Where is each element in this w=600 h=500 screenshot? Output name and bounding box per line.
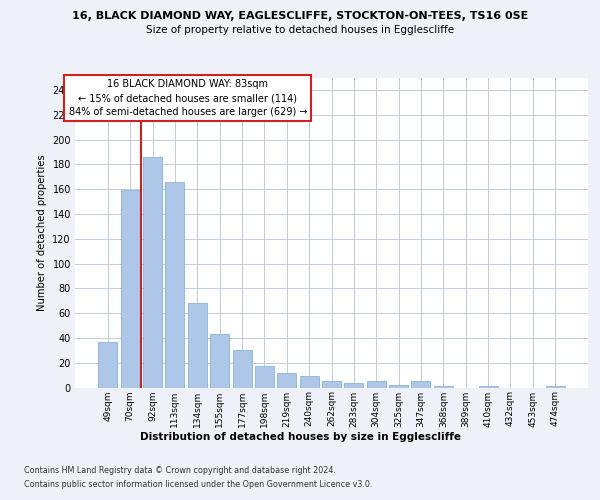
Text: Contains HM Land Registry data © Crown copyright and database right 2024.: Contains HM Land Registry data © Crown c… [24, 466, 336, 475]
Bar [434, 386, 453, 388]
Bar [98, 342, 118, 388]
Bar [545, 386, 565, 388]
Bar [367, 382, 386, 388]
Bar [322, 382, 341, 388]
Text: 16, BLACK DIAMOND WAY, EAGLESCLIFFE, STOCKTON-ON-TEES, TS16 0SE: 16, BLACK DIAMOND WAY, EAGLESCLIFFE, STO… [72, 11, 528, 21]
Text: Size of property relative to detached houses in Egglescliffe: Size of property relative to detached ho… [146, 25, 454, 35]
Bar [188, 303, 207, 388]
Bar [389, 385, 408, 388]
Bar [166, 182, 184, 388]
Bar [143, 157, 162, 388]
Bar [233, 350, 251, 388]
Bar [255, 366, 274, 388]
Bar [121, 190, 140, 388]
Text: 16 BLACK DIAMOND WAY: 83sqm
← 15% of detached houses are smaller (114)
84% of se: 16 BLACK DIAMOND WAY: 83sqm ← 15% of det… [68, 79, 307, 117]
Bar [412, 382, 430, 388]
Bar [344, 382, 364, 388]
Text: Distribution of detached houses by size in Egglescliffe: Distribution of detached houses by size … [139, 432, 461, 442]
Bar [210, 334, 229, 388]
Bar [299, 376, 319, 388]
Text: Contains public sector information licensed under the Open Government Licence v3: Contains public sector information licen… [24, 480, 373, 489]
Bar [277, 372, 296, 388]
Bar [479, 386, 497, 388]
Y-axis label: Number of detached properties: Number of detached properties [37, 154, 47, 311]
